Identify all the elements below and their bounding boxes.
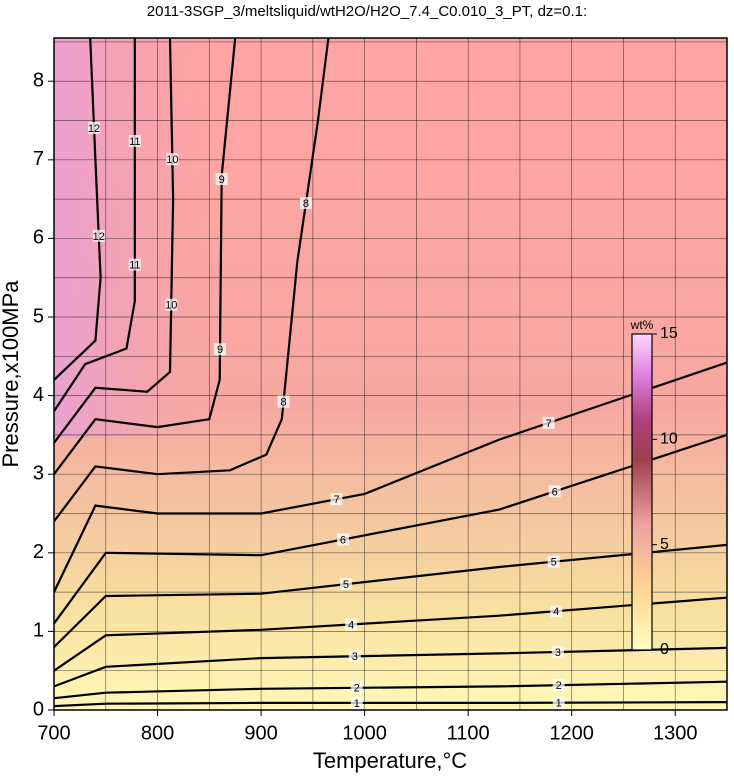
y-tick-label: 7 [33,148,44,170]
contour-label: 6 [340,534,346,546]
contour-label-box [348,650,361,663]
contour-label-box [552,679,565,692]
contour-label-box [277,395,290,408]
contour-label: 3 [555,647,561,659]
contour-label: 2 [354,683,360,695]
y-tick-label: 2 [33,541,44,563]
contour-label-box [350,681,363,694]
contour-label-box [299,197,312,210]
contour-label-box [215,173,228,186]
plot-frame [53,37,728,711]
contour-line [54,543,727,648]
contour-line [54,646,727,688]
contour-label-box [345,618,358,631]
contour-label: 7 [546,418,552,430]
colorbar-tick-label: 15 [660,325,678,342]
colorbar-gradient [631,333,653,651]
contour-label-box [165,298,178,311]
contour-label: 12 [88,123,100,135]
y-tick-label: 5 [33,305,44,327]
y-tick-label: 0 [33,698,44,720]
contour-label-box [350,696,363,709]
contour-label: 6 [552,486,558,498]
y-tick-label: 1 [33,620,44,642]
contour-label: 1 [354,698,360,710]
contour-line [54,680,727,700]
x-tick-label: 1200 [549,722,594,744]
contour-label: 2 [556,680,562,692]
contour-label: 8 [303,198,309,210]
contour-label-box [336,533,349,546]
contour-line [54,596,727,672]
contour-label-box [339,578,352,591]
contour-line [54,433,727,625]
contour-label: 3 [352,651,358,663]
contour-label: 4 [553,606,559,618]
contour-label-box [214,343,227,356]
colorbar-tick-label: 0 [660,641,669,658]
y-tick-label: 8 [33,70,44,92]
contour-label-box [542,416,555,429]
contour-label-box [548,485,561,498]
contour-label: 10 [165,300,177,312]
contour-line [54,38,330,523]
colorbar: wt% 0 5 10 15 [630,318,678,658]
y-tick-label: 3 [33,462,44,484]
contour-label-box [330,493,343,506]
contour-label: 5 [551,557,557,569]
x-axis-label: Temperature,°C [313,748,467,773]
contour-line [54,38,102,381]
x-tick-label: 900 [244,722,277,744]
contour-label-box [166,153,179,166]
colorbar-label: wt% [630,318,654,332]
contour-label: 9 [219,174,225,186]
y-axis-label: Pressure,x100MPa [0,280,23,468]
grid [54,38,727,710]
x-tick-label: 700 [37,722,70,744]
contour-line [54,38,175,444]
contour-label: 11 [129,136,140,148]
y-tick-label: 6 [33,227,44,249]
x-tick-label: 1300 [653,722,698,744]
contour-label: 7 [333,494,339,506]
contour-label-box [92,229,105,242]
contour-label-box [547,555,560,568]
colorbar-tick-label: 5 [660,536,669,553]
contour-label: 8 [280,397,286,409]
contour-line [54,361,727,593]
contour-label: 11 [129,259,140,271]
contour-label: 5 [343,579,349,591]
contour-label: 10 [166,154,178,166]
colorbar-tick-label: 10 [660,431,678,448]
contour-label-box [550,605,563,618]
contour-line [54,701,727,708]
contour-label-box [128,134,141,147]
y-tick-label: 4 [33,384,44,406]
contour-label-box [551,645,564,658]
contour-label: 1 [556,698,562,710]
x-tick-label: 1100 [447,722,490,744]
contour-line [54,38,136,412]
x-tick-label: 800 [141,722,174,744]
contour-label-box [88,121,101,134]
contour-label: 4 [348,619,354,631]
contour-label: 9 [217,344,223,356]
contour-label-box [128,258,141,271]
chart-title: 2011-3SGP_3/meltsliquid/wtH2O/H2O_7.4_C0… [147,3,587,20]
x-tick-label: 1000 [342,722,387,744]
contour-label-box [552,696,565,709]
contour-label: 12 [93,231,105,243]
